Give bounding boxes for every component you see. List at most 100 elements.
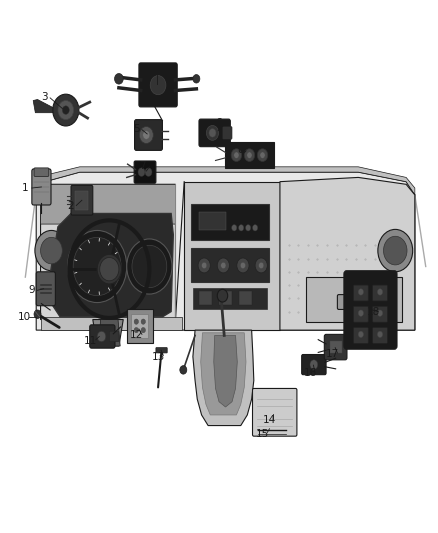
Circle shape [97, 254, 121, 284]
Text: 11: 11 [84, 336, 97, 346]
Circle shape [35, 230, 68, 271]
Circle shape [115, 74, 123, 84]
Circle shape [41, 237, 62, 264]
FancyBboxPatch shape [110, 331, 119, 342]
Circle shape [358, 310, 364, 317]
Circle shape [217, 289, 228, 302]
Circle shape [239, 224, 244, 231]
Polygon shape [36, 172, 415, 330]
Circle shape [209, 128, 216, 137]
Polygon shape [41, 184, 176, 224]
Polygon shape [201, 333, 246, 415]
Circle shape [58, 101, 74, 119]
FancyBboxPatch shape [337, 295, 371, 310]
Circle shape [132, 245, 167, 288]
Circle shape [378, 331, 383, 337]
Circle shape [139, 126, 153, 143]
Circle shape [358, 331, 364, 337]
FancyBboxPatch shape [219, 292, 232, 305]
Circle shape [231, 149, 242, 161]
Text: 17: 17 [325, 349, 339, 359]
FancyBboxPatch shape [34, 168, 49, 176]
FancyBboxPatch shape [306, 277, 402, 322]
Circle shape [141, 319, 145, 324]
FancyBboxPatch shape [32, 169, 51, 205]
FancyBboxPatch shape [199, 292, 212, 305]
Text: 1: 1 [22, 183, 28, 193]
FancyBboxPatch shape [139, 63, 177, 107]
FancyBboxPatch shape [353, 285, 368, 301]
Polygon shape [36, 167, 415, 195]
Circle shape [384, 236, 407, 265]
Circle shape [378, 289, 383, 295]
Text: 10: 10 [18, 312, 31, 322]
FancyBboxPatch shape [373, 285, 388, 301]
Polygon shape [93, 319, 123, 346]
Polygon shape [41, 317, 182, 330]
FancyBboxPatch shape [134, 119, 162, 150]
Circle shape [127, 239, 172, 294]
Circle shape [62, 106, 69, 114]
FancyBboxPatch shape [344, 271, 397, 349]
FancyBboxPatch shape [223, 126, 232, 139]
FancyBboxPatch shape [373, 327, 388, 343]
Circle shape [260, 152, 265, 158]
FancyBboxPatch shape [302, 354, 326, 375]
Circle shape [97, 331, 106, 342]
FancyBboxPatch shape [225, 142, 274, 168]
FancyBboxPatch shape [90, 325, 115, 348]
Circle shape [198, 258, 210, 273]
Text: 7: 7 [140, 161, 146, 171]
Polygon shape [184, 182, 280, 330]
Text: 4: 4 [148, 68, 155, 78]
Text: 12: 12 [130, 330, 143, 341]
Circle shape [193, 75, 200, 83]
Circle shape [257, 149, 268, 161]
Circle shape [134, 327, 138, 333]
Polygon shape [193, 330, 254, 425]
Circle shape [255, 258, 267, 273]
Circle shape [67, 230, 127, 303]
FancyBboxPatch shape [253, 389, 297, 436]
Polygon shape [99, 319, 120, 346]
FancyBboxPatch shape [191, 204, 269, 240]
FancyBboxPatch shape [353, 327, 368, 343]
Circle shape [244, 149, 254, 161]
FancyBboxPatch shape [373, 306, 388, 322]
Circle shape [358, 289, 364, 295]
Circle shape [134, 319, 138, 324]
FancyBboxPatch shape [131, 314, 148, 337]
Text: 8: 8 [237, 145, 244, 155]
FancyBboxPatch shape [36, 272, 55, 306]
Circle shape [141, 327, 145, 333]
Circle shape [145, 168, 152, 176]
Circle shape [258, 262, 264, 269]
FancyBboxPatch shape [199, 212, 226, 230]
Text: 16: 16 [304, 368, 317, 377]
Circle shape [232, 224, 237, 231]
Circle shape [206, 125, 219, 140]
FancyBboxPatch shape [127, 309, 153, 343]
Circle shape [217, 258, 230, 273]
Circle shape [378, 310, 383, 317]
FancyBboxPatch shape [156, 348, 167, 353]
Circle shape [378, 229, 413, 272]
FancyBboxPatch shape [71, 185, 93, 215]
Circle shape [138, 168, 145, 176]
FancyBboxPatch shape [193, 288, 267, 309]
Circle shape [34, 310, 41, 318]
Polygon shape [214, 335, 237, 407]
Circle shape [237, 258, 249, 273]
Circle shape [53, 94, 79, 126]
Circle shape [253, 224, 258, 231]
Polygon shape [50, 214, 173, 317]
Circle shape [234, 152, 239, 158]
Text: 18: 18 [367, 306, 380, 317]
FancyBboxPatch shape [353, 306, 368, 322]
FancyBboxPatch shape [324, 334, 347, 360]
Polygon shape [33, 100, 53, 113]
Circle shape [143, 131, 150, 139]
Polygon shape [41, 184, 176, 319]
Text: 15: 15 [256, 429, 269, 439]
Text: 9: 9 [28, 285, 35, 295]
